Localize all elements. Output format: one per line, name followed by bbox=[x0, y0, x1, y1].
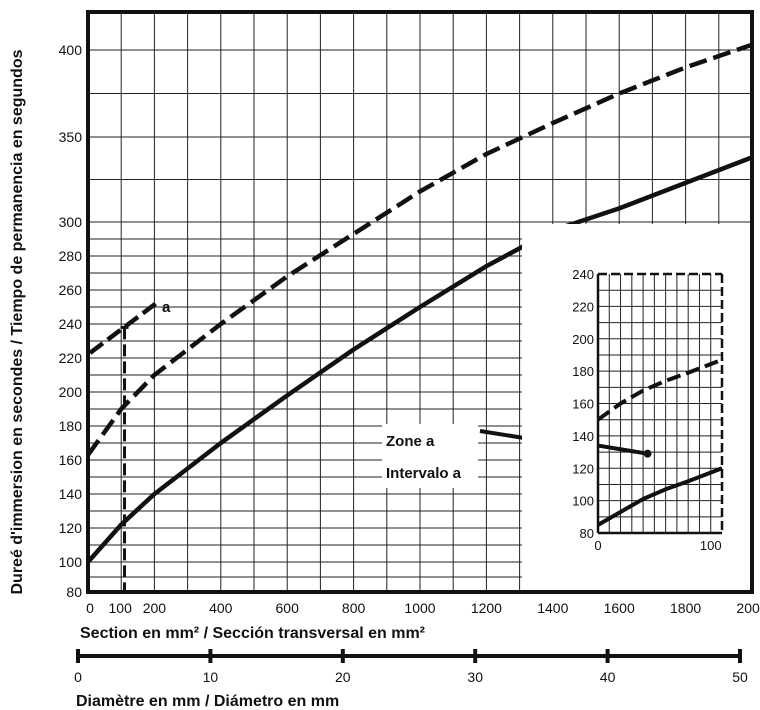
diameter-axis-title: Diamètre en mm / Diámetro en mm bbox=[76, 693, 339, 710]
y-tick-label: 200 bbox=[59, 384, 83, 400]
y-tick-label: 300 bbox=[59, 214, 83, 230]
x-tick-label: 200 bbox=[143, 600, 167, 616]
inset-y-tick-label: 180 bbox=[572, 364, 594, 379]
inset-y-tick-label: 100 bbox=[572, 494, 594, 509]
inset-y-tick-label: 160 bbox=[572, 397, 594, 412]
series-layer bbox=[86, 42, 753, 564]
y-axis-title: Dureé d'immersion en secondes / Tiempo d… bbox=[9, 49, 26, 594]
plot-border bbox=[86, 10, 754, 594]
x-tick-label: 0 bbox=[86, 600, 94, 616]
y-tick-labels: 80 100 120 140 160 180 200 220 240 260 280 300 350 40… bbox=[59, 42, 83, 600]
diameter-tick-label: 0 bbox=[74, 669, 82, 685]
zone-a-leader bbox=[479, 429, 525, 440]
inset-y-tick-label: 80 bbox=[580, 526, 594, 541]
series-line-dashed bbox=[86, 42, 753, 457]
x-tick-label: 800 bbox=[342, 600, 366, 616]
annotation-a-leader bbox=[88, 300, 160, 355]
y-tick-label: 140 bbox=[59, 486, 83, 502]
y-tick-label: 220 bbox=[59, 350, 83, 366]
annotation-layer: a Zone a Intervalo a bbox=[88, 299, 525, 488]
inset-y-tick-label: 240 bbox=[572, 267, 594, 282]
inset-chart: 80 100 120 140 160 180 200 220 240 0 100 bbox=[522, 224, 752, 592]
inset-x-tick-label: 0 bbox=[594, 538, 601, 553]
inset-leader-dot bbox=[643, 449, 652, 458]
y-tick-label: 280 bbox=[59, 248, 83, 264]
inset-leader bbox=[597, 443, 648, 456]
y-tick-label: 350 bbox=[59, 129, 83, 145]
inset-y-tick-label: 220 bbox=[572, 299, 594, 314]
inset-series-line-dashed bbox=[596, 357, 723, 422]
inset-y-tick-label: 120 bbox=[572, 461, 594, 476]
inset-y-tick-label: 140 bbox=[572, 429, 594, 444]
y-tick-label: 120 bbox=[59, 520, 83, 536]
x-tick-label: 400 bbox=[209, 600, 233, 616]
x-tick-label: 100 bbox=[109, 600, 133, 616]
diameter-tick-label: 30 bbox=[467, 669, 483, 685]
x-tick-label: 1800 bbox=[670, 600, 701, 616]
annotation-intervalo-a: Intervalo a bbox=[386, 465, 462, 482]
y-tick-label: 160 bbox=[59, 452, 83, 468]
y-tick-label: 180 bbox=[59, 418, 83, 434]
diameter-tick-label: 10 bbox=[203, 669, 219, 685]
y-tick-label: 80 bbox=[66, 584, 82, 600]
zone-label-bg bbox=[382, 424, 478, 488]
inset-backdrop bbox=[522, 224, 752, 592]
diameter-axis: 0 10 20 30 40 50 bbox=[74, 649, 748, 685]
x-tick-label: 1000 bbox=[404, 600, 435, 616]
y-tick-label: 240 bbox=[59, 316, 83, 332]
inset-x-tick-label: 100 bbox=[700, 538, 722, 553]
annotation-zone-a: Zone a bbox=[386, 433, 435, 450]
series-line-solid bbox=[86, 155, 753, 564]
x-tick-label: 1600 bbox=[604, 600, 635, 616]
y-tick-label: 400 bbox=[59, 42, 83, 58]
x-tick-label: 1400 bbox=[537, 600, 568, 616]
inset-y-tick-label: 200 bbox=[572, 332, 594, 347]
inset-series-line-solid bbox=[597, 466, 723, 527]
x-axis-title: Section en mm² / Sección transversal en … bbox=[80, 625, 425, 642]
diameter-tick-label: 50 bbox=[732, 669, 748, 685]
plot-frame bbox=[86, 10, 754, 594]
y-tick-label: 260 bbox=[59, 282, 83, 298]
diameter-tick-label: 40 bbox=[600, 669, 616, 685]
y-tick-label: 100 bbox=[59, 554, 83, 570]
diameter-tick-label: 20 bbox=[335, 669, 351, 685]
x-tick-label: 600 bbox=[276, 600, 300, 616]
x-tick-label: 1200 bbox=[471, 600, 502, 616]
annotation-a: a bbox=[162, 299, 171, 316]
